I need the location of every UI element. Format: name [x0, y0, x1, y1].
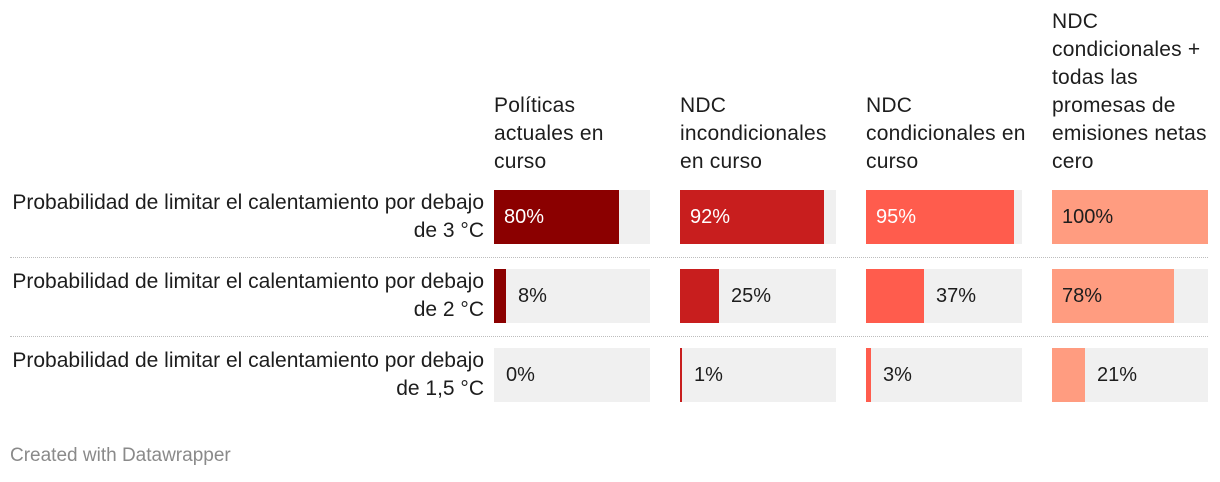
bar [680, 190, 824, 244]
bar-cell: 92% [680, 190, 836, 244]
bar-cell: 37% [866, 269, 1022, 323]
row-label-text: Probabilidad de limitar el calentamiento… [12, 191, 484, 242]
column-header-text: NDC incondicionales en curso [680, 94, 827, 173]
bar [680, 269, 719, 323]
bar-cell: 21% [1052, 348, 1208, 402]
value-label: 78% [1062, 284, 1103, 307]
value-label: 25% [731, 284, 772, 307]
column-header-text: Políticas actuales en curso [494, 94, 604, 173]
bar-cell: 0% [494, 348, 650, 402]
bar [1052, 348, 1085, 402]
value-label: 8% [518, 284, 547, 307]
bar [866, 190, 1014, 244]
bar-cell: 1% [680, 348, 836, 402]
row-label: Probabilidad de limitar el calentamiento… [4, 348, 484, 402]
footer-credit: Created with Datawrapper [10, 445, 231, 466]
bar [1052, 190, 1208, 244]
value-label: 21% [1097, 363, 1138, 386]
value-label: 92% [690, 205, 731, 228]
column-header-text: NDC condicionales + todas las promesas d… [1052, 10, 1207, 173]
column-header: NDC condicionales en curso [866, 0, 1026, 176]
column-header: NDC condicionales + todas las promesas d… [1052, 0, 1212, 176]
row-label: Probabilidad de limitar el calentamiento… [4, 269, 484, 323]
row-separator [10, 257, 1208, 258]
column-header: Políticas actuales en curso [494, 0, 654, 176]
row-separator [10, 336, 1208, 337]
bar [866, 348, 871, 402]
value-label: 37% [936, 284, 977, 307]
bar-cell: 80% [494, 190, 650, 244]
bar-cell: 3% [866, 348, 1022, 402]
value-label: 100% [1062, 205, 1114, 228]
bar [866, 269, 924, 323]
bar [680, 348, 682, 402]
value-label: 95% [876, 205, 917, 228]
bar-cell: 95% [866, 190, 1022, 244]
bar-cell: 25% [680, 269, 836, 323]
bar [1052, 269, 1174, 323]
row-label-text: Probabilidad de limitar el calentamiento… [12, 349, 484, 400]
value-label: 1% [694, 363, 723, 386]
row-label-text: Probabilidad de limitar el calentamiento… [12, 270, 484, 321]
bar [494, 190, 619, 244]
column-header-text: NDC condicionales en curso [866, 94, 1026, 173]
value-label: 80% [504, 205, 545, 228]
bar-cell: 100% [1052, 190, 1208, 244]
value-label: 0% [506, 363, 535, 386]
bar-cell: 78% [1052, 269, 1208, 323]
bar [494, 269, 506, 323]
bar-cell: 8% [494, 269, 650, 323]
row-label: Probabilidad de limitar el calentamiento… [4, 190, 484, 244]
value-label: 3% [883, 363, 912, 386]
column-header: NDC incondicionales en curso [680, 0, 840, 176]
